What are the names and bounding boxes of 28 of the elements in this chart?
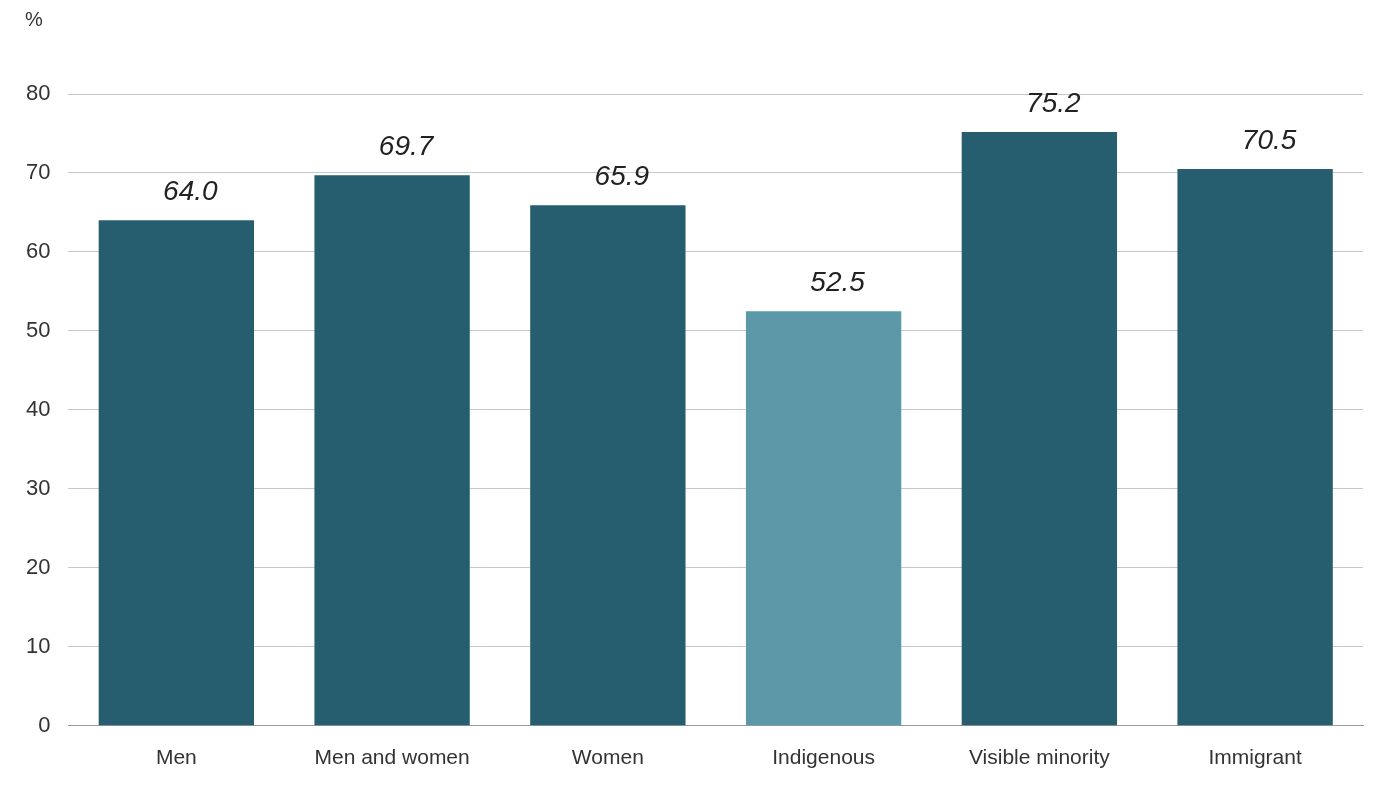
y-tick-label: 10	[25, 632, 51, 658]
data-label: 69.7	[378, 130, 435, 162]
data-label: 52.5	[810, 265, 866, 297]
x-tick-label: Indigenous	[772, 745, 875, 769]
y-tick-label: 20	[25, 553, 51, 579]
bar	[98, 220, 255, 726]
x-tick-label: Immigrant	[1208, 745, 1302, 769]
x-tick-label: Women	[571, 745, 644, 769]
x-tick-label: Men	[155, 745, 197, 769]
bar	[1177, 169, 1333, 726]
y-tick-label: 0	[38, 711, 51, 737]
y-axis-title: %	[25, 7, 44, 30]
bar	[314, 175, 470, 726]
bar	[961, 131, 1118, 726]
y-tick-label: 60	[25, 238, 51, 264]
bar	[530, 205, 686, 726]
y-tick-label: 40	[25, 395, 51, 421]
y-tick-label: 30	[25, 474, 51, 500]
data-label: 64.0	[163, 175, 219, 207]
x-tick-label: Visible minority	[968, 745, 1111, 769]
data-label: 70.5	[1241, 123, 1297, 155]
y-tick-label: 70	[25, 159, 51, 185]
y-tick-label: 50	[25, 316, 51, 342]
x-tick-label: Men and women	[314, 745, 470, 769]
data-label: 75.2	[1026, 86, 1082, 118]
data-label: 65.9	[594, 160, 650, 192]
y-tick-label: 80	[25, 80, 51, 106]
bar	[745, 311, 902, 726]
